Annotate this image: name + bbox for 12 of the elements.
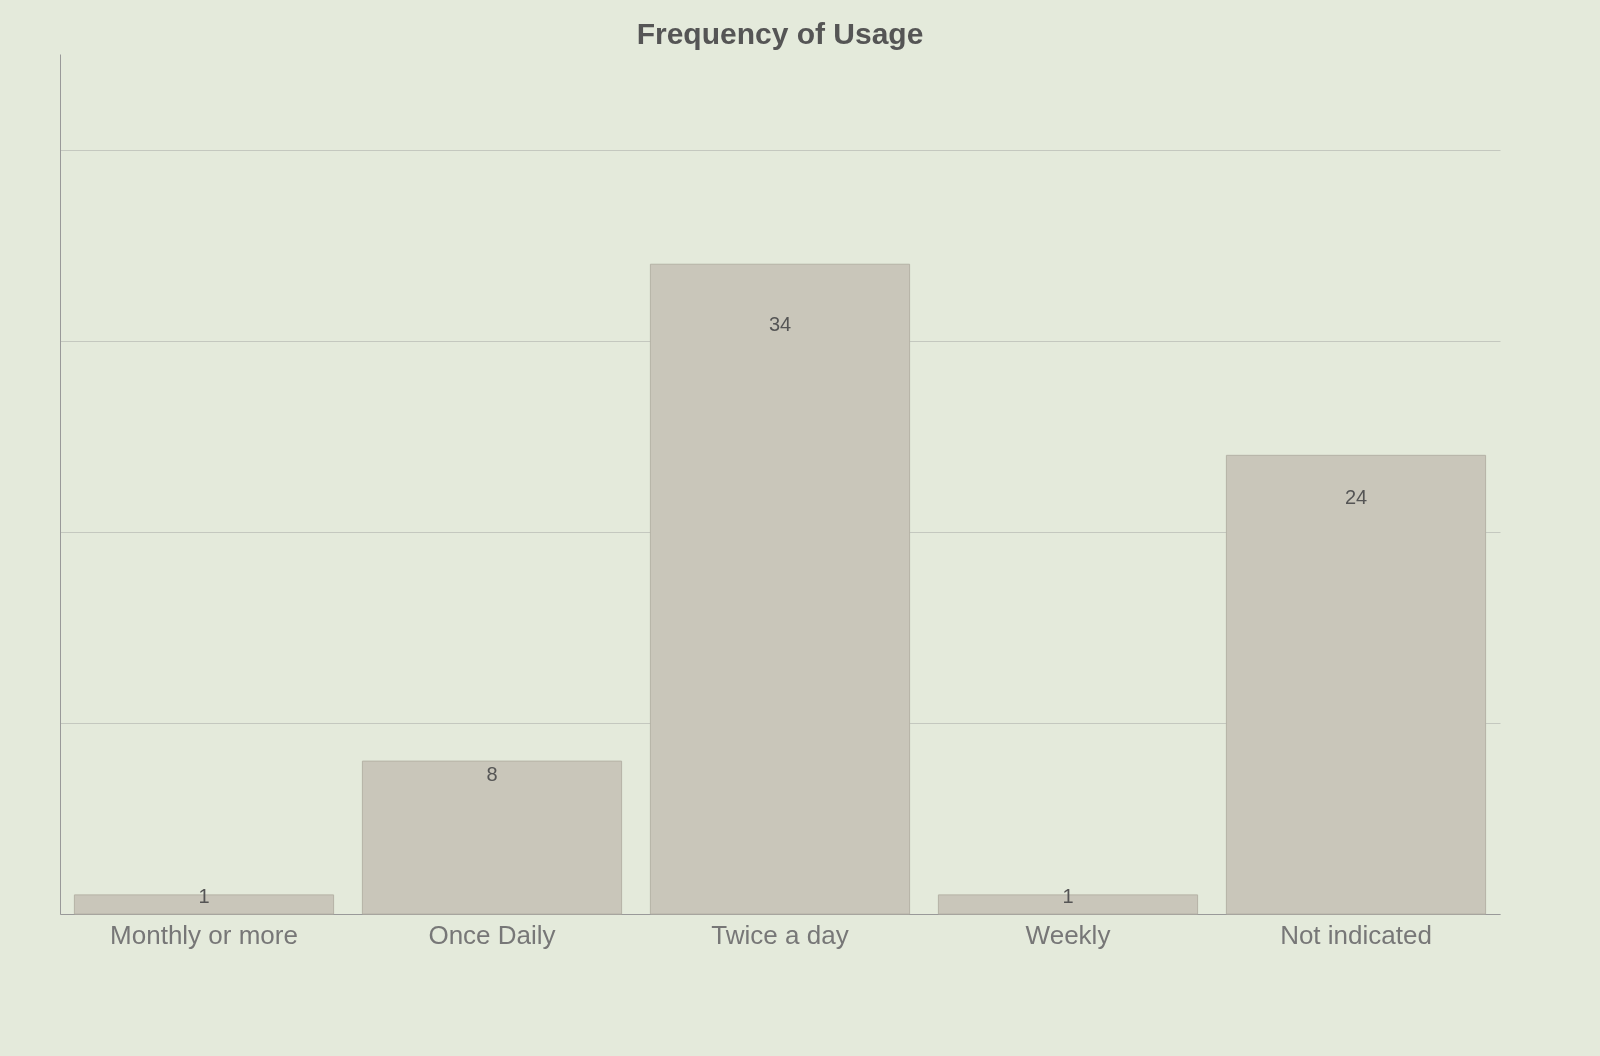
data-label: 1 — [1062, 884, 1074, 907]
data-label: 34 — [768, 312, 792, 335]
data-label: 1 — [198, 884, 210, 907]
x-tick-label: Twice a day — [711, 919, 849, 950]
x-tick-label: Weekly — [1025, 919, 1111, 950]
x-tick-label: Not indicated — [1280, 919, 1432, 950]
chart-title: Frequency of Usage — [636, 17, 924, 50]
data-label: 8 — [486, 763, 498, 786]
x-tick-label: Once Daily — [428, 919, 556, 950]
x-tick-label: Monthly or more — [110, 919, 298, 950]
bar — [361, 760, 623, 915]
data-label: 24 — [1344, 486, 1368, 508]
